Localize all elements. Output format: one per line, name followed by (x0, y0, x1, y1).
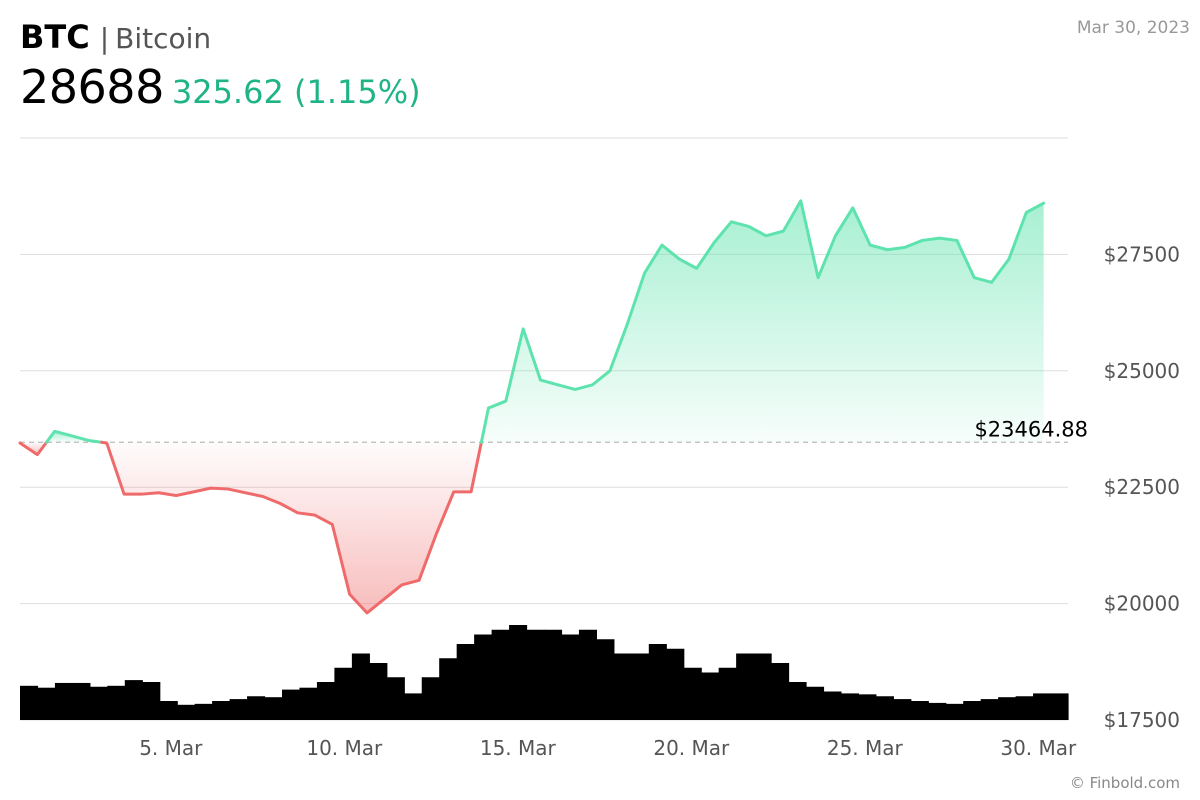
reference-line-group: $23464.88 (20, 417, 1088, 443)
volume-bar (334, 667, 353, 720)
area-fill-down (101, 442, 482, 613)
volume-bar (526, 629, 545, 720)
price-change: 325.62 (1.15%) (171, 73, 421, 111)
volume-bar (177, 704, 196, 720)
volume-bar (72, 682, 91, 720)
y-tick-label: $17500 (1104, 708, 1180, 732)
volume-bar (631, 653, 650, 720)
volume-bar (963, 701, 982, 720)
volume-bar (509, 625, 528, 720)
volume-bar (421, 677, 440, 720)
price-line-down (18, 440, 49, 457)
volume-bar (701, 672, 720, 720)
volume-bar (264, 697, 283, 720)
volume-bar (561, 634, 580, 720)
x-tick-label: 30. Mar (1000, 736, 1077, 760)
volume-bar (945, 703, 964, 720)
volume-bar (37, 687, 56, 720)
volume-bar (1033, 693, 1052, 720)
volume-bar (386, 677, 405, 720)
volume-bar (613, 653, 632, 720)
x-tick-label: 15. Mar (480, 736, 557, 760)
current-price: 28688 (20, 60, 164, 114)
y-tick-label: $20000 (1104, 592, 1180, 616)
volume-bar (666, 648, 685, 720)
volume-bar (89, 686, 108, 720)
volume-bar (142, 682, 161, 720)
volume-bar (404, 693, 423, 720)
volume-bar (212, 701, 231, 720)
y-tick-label: $25000 (1104, 359, 1180, 383)
x-tick-label: 20. Mar (653, 736, 730, 760)
volume-bar (753, 653, 772, 720)
volume-bar (316, 682, 335, 720)
volume-bar (578, 629, 597, 720)
source-credit: © Finbold.com (1069, 774, 1180, 792)
volume-bar (736, 653, 755, 720)
area-fill (20, 200, 1044, 613)
volume-bar (840, 693, 859, 720)
volume-bar (54, 682, 73, 720)
area-fill-down (20, 442, 47, 455)
volume-bar (788, 682, 807, 720)
volume-bar (771, 663, 790, 720)
price-line-down (100, 440, 483, 615)
volume-bar (299, 687, 318, 720)
volume-bar (20, 685, 39, 720)
x-tick-label: 10. Mar (306, 736, 383, 760)
volume-bar (247, 696, 266, 720)
price-line-up (45, 429, 104, 444)
volume-bar (806, 686, 825, 720)
volume-bar (194, 703, 213, 720)
area-fill-up (481, 200, 1044, 443)
y-axis-ticks: $17500 $20000 $22500 $25000 $27500 (1104, 242, 1180, 732)
reference-label: $23464.88 (974, 417, 1088, 441)
volume-bar (544, 629, 563, 720)
volume-bar (282, 689, 301, 720)
volume-bar (159, 701, 178, 720)
ticker-name: Bitcoin (115, 22, 212, 55)
volume-bar (229, 699, 248, 720)
volume-bar (875, 696, 894, 720)
volume-bar (369, 663, 388, 720)
ticker-symbol: BTC (20, 18, 90, 56)
volume-bar (596, 639, 615, 720)
volume-bars (20, 625, 1069, 720)
volume-bar (980, 699, 999, 720)
price-line-series (18, 199, 1046, 615)
chart-date: Mar 30, 2023 (1076, 18, 1190, 38)
volume-bar (858, 694, 877, 720)
volume-bar (910, 701, 929, 720)
volume-bar (491, 629, 510, 720)
volume-bar (718, 667, 737, 720)
volume-bar (456, 644, 475, 720)
ticker-separator: | (99, 22, 110, 55)
volume-bar (928, 702, 947, 720)
x-tick-label: 25. Mar (827, 736, 904, 760)
volume-bar (893, 699, 912, 720)
volume-bar (474, 634, 493, 720)
y-tick-label: $27500 (1104, 242, 1180, 266)
volume-bar (998, 697, 1017, 720)
x-tick-label: 5. Mar (139, 736, 203, 760)
y-tick-label: $22500 (1104, 475, 1180, 499)
price-line-up (479, 199, 1046, 444)
price-line: 28688 325.62 (1.15%) (20, 60, 421, 114)
volume-bar (1050, 693, 1069, 720)
volume-bar (124, 680, 143, 720)
volume-bar (823, 691, 842, 720)
ticker-heading: BTC | Bitcoin (20, 18, 211, 56)
volume-bar (683, 667, 702, 720)
volume-bar (1015, 696, 1034, 720)
volume-bar (648, 644, 667, 720)
x-axis-ticks: 5. Mar 10. Mar 15. Mar 20. Mar 25. Mar 30. Ma… (139, 736, 1077, 760)
volume-bar (351, 653, 370, 720)
volume-bar (439, 658, 458, 720)
volume-bar (107, 685, 126, 720)
